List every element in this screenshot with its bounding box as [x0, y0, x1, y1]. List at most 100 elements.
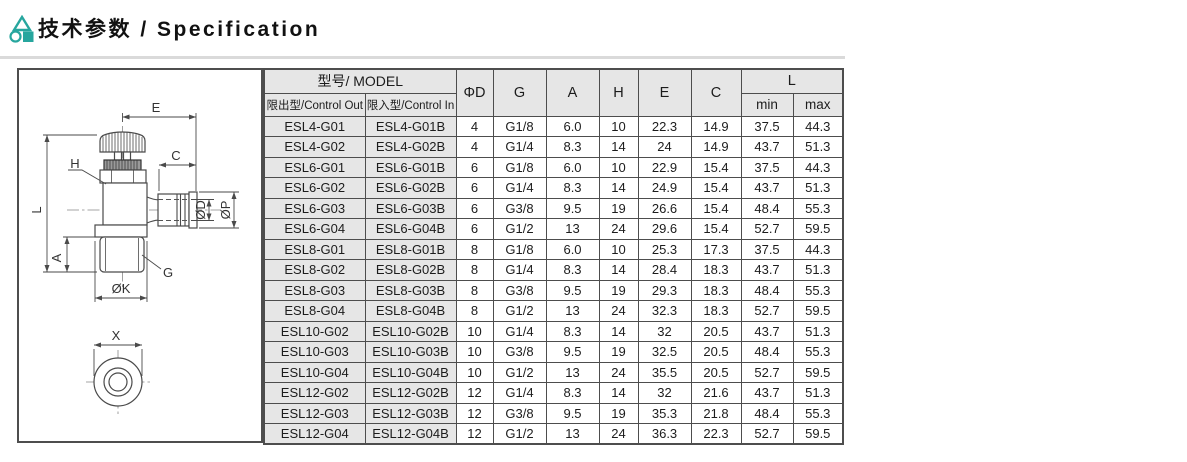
l-max-header: max [792, 92, 844, 117]
value-cell: 8.3 [545, 259, 600, 281]
value-cell: 52.7 [740, 218, 794, 240]
dimension-labels: E C H L A G ØK ØD ØP X [29, 100, 233, 343]
value-cell: G1/4 [492, 259, 547, 281]
model-out-cell: ESL6-G04 [263, 218, 366, 240]
value-cell: 48.4 [740, 402, 794, 424]
adjust-knob [99, 131, 146, 153]
spec-table-body: ESL4-G01 ESL4-G01B 4 G1/8 6.0 10 22.3 14.9 37.5 4… [263, 115, 844, 445]
table-row: ESL10-G03 ESL10-G03B 10 G3/8 9.5 19 32.5 20.5 48… [263, 341, 844, 363]
model-in-cell: ESL10-G04B [364, 361, 457, 383]
model-in-cell: ESL4-G01B [364, 115, 457, 137]
value-cell: 55.3 [792, 197, 844, 219]
model-out-cell: ESL8-G02 [263, 259, 366, 281]
value-cell: 35.3 [637, 402, 692, 424]
value-cell: 59.5 [792, 361, 844, 383]
value-cell: G1/2 [492, 361, 547, 383]
model-out-cell: ESL8-G03 [263, 279, 366, 301]
value-cell: G1/4 [492, 177, 547, 199]
value-cell: 26.6 [637, 197, 692, 219]
value-cell: 20.5 [690, 361, 742, 383]
model-out-cell: ESL8-G04 [263, 300, 366, 322]
value-cell: 24.9 [637, 177, 692, 199]
thread-stud [99, 236, 145, 273]
value-cell: 4 [455, 136, 494, 158]
table-row: ESL6-G01 ESL6-G01B 6 G1/8 6.0 10 22.9 15.4 37.5 4… [263, 156, 844, 178]
table-row: ESL8-G03 ESL8-G03B 8 G3/8 9.5 19 29.3 18.3 48.4 5… [263, 279, 844, 301]
value-cell: 18.3 [690, 279, 742, 301]
table-row: ESL6-G02 ESL6-G02B 6 G1/4 8.3 14 24.9 15.4 43.7 5… [263, 177, 844, 199]
model-out-cell: ESL4-G01 [263, 115, 366, 137]
table-row: ESL12-G02 ESL12-G02B 12 G1/4 8.3 14 32 21.6 43.7… [263, 382, 844, 404]
fitting-body [94, 131, 198, 273]
value-cell: G3/8 [492, 197, 547, 219]
table-row: ESL6-G04 ESL6-G04B 6 G1/2 13 24 29.6 15.4 52.7 59… [263, 218, 844, 240]
value-cell: 44.3 [792, 238, 844, 260]
model-out-cell: ESL8-G01 [263, 238, 366, 260]
value-cell: 29.3 [637, 279, 692, 301]
value-cell: 6.0 [545, 156, 600, 178]
value-cell: 15.4 [690, 177, 742, 199]
page-title: 技术参数 / Specification [38, 18, 321, 41]
value-cell: 12 [455, 382, 494, 404]
value-cell: 22.3 [690, 423, 742, 445]
value-cell: 36.3 [637, 423, 692, 445]
model-out-cell: ESL10-G02 [263, 320, 366, 342]
value-cell: 22.9 [637, 156, 692, 178]
dim-label-h: H [70, 156, 79, 171]
model-in-cell: ESL10-G03B [364, 341, 457, 363]
value-cell: 10 [598, 156, 639, 178]
value-cell: 43.7 [740, 320, 794, 342]
value-cell: 4 [455, 115, 494, 137]
value-cell: 12 [455, 423, 494, 445]
release-collar [188, 191, 198, 229]
model-out-cell: ESL6-G01 [263, 156, 366, 178]
value-cell: 52.7 [740, 361, 794, 383]
value-cell: 35.5 [637, 361, 692, 383]
value-cell: 20.5 [690, 320, 742, 342]
model-out-cell: ESL6-G03 [263, 197, 366, 219]
value-cell: 6 [455, 197, 494, 219]
value-cell: 48.4 [740, 197, 794, 219]
value-cell: 10 [598, 238, 639, 260]
value-cell: 43.7 [740, 259, 794, 281]
value-cell: 13 [545, 218, 600, 240]
dim-label-ok: ØK [112, 281, 131, 296]
value-cell: G1/2 [492, 218, 547, 240]
model-in-cell: ESL8-G01B [364, 238, 457, 260]
value-cell: 14 [598, 177, 639, 199]
table-row: ESL10-G04 ESL10-G04B 10 G1/2 13 24 35.5 20.5 52.… [263, 361, 844, 383]
col-header-h: H [598, 68, 639, 117]
l-min-header: min [740, 92, 794, 117]
value-cell: 21.8 [690, 402, 742, 424]
value-cell: 13 [545, 361, 600, 383]
value-cell: 8 [455, 279, 494, 301]
table-row: ESL6-G03 ESL6-G03B 6 G3/8 9.5 19 26.6 15.4 48.4 5… [263, 197, 844, 219]
value-cell: 14 [598, 320, 639, 342]
model-out-cell: ESL4-G02 [263, 136, 366, 158]
col-header-g: G [492, 68, 547, 117]
table-row: ESL8-G01 ESL8-G01B 8 G1/8 6.0 10 25.3 17.3 37.5 4… [263, 238, 844, 260]
value-cell: 13 [545, 300, 600, 322]
dim-label-od: ØD [193, 200, 208, 220]
value-cell: 15.4 [690, 156, 742, 178]
col-header-l: L [740, 68, 844, 94]
model-out-cell: ESL12-G04 [263, 423, 366, 445]
model-in-cell: ESL6-G01B [364, 156, 457, 178]
value-cell: G1/2 [492, 423, 547, 445]
value-cell: 29.6 [637, 218, 692, 240]
value-cell: 19 [598, 279, 639, 301]
value-cell: 55.3 [792, 402, 844, 424]
value-cell: 51.3 [792, 177, 844, 199]
model-in-cell: ESL12-G02B [364, 382, 457, 404]
page-header: 技术参数 / Specification [0, 0, 1187, 59]
value-cell: 25.3 [637, 238, 692, 260]
table-row: ESL10-G02 ESL10-G02B 10 G1/4 8.3 14 32 20.5 43.7… [263, 320, 844, 342]
value-cell: 17.3 [690, 238, 742, 260]
value-cell: 8 [455, 238, 494, 260]
value-cell: G1/4 [492, 136, 547, 158]
model-in-cell: ESL12-G04B [364, 423, 457, 445]
value-cell: 59.5 [792, 300, 844, 322]
value-cell: G3/8 [492, 341, 547, 363]
value-cell: 8 [455, 300, 494, 322]
